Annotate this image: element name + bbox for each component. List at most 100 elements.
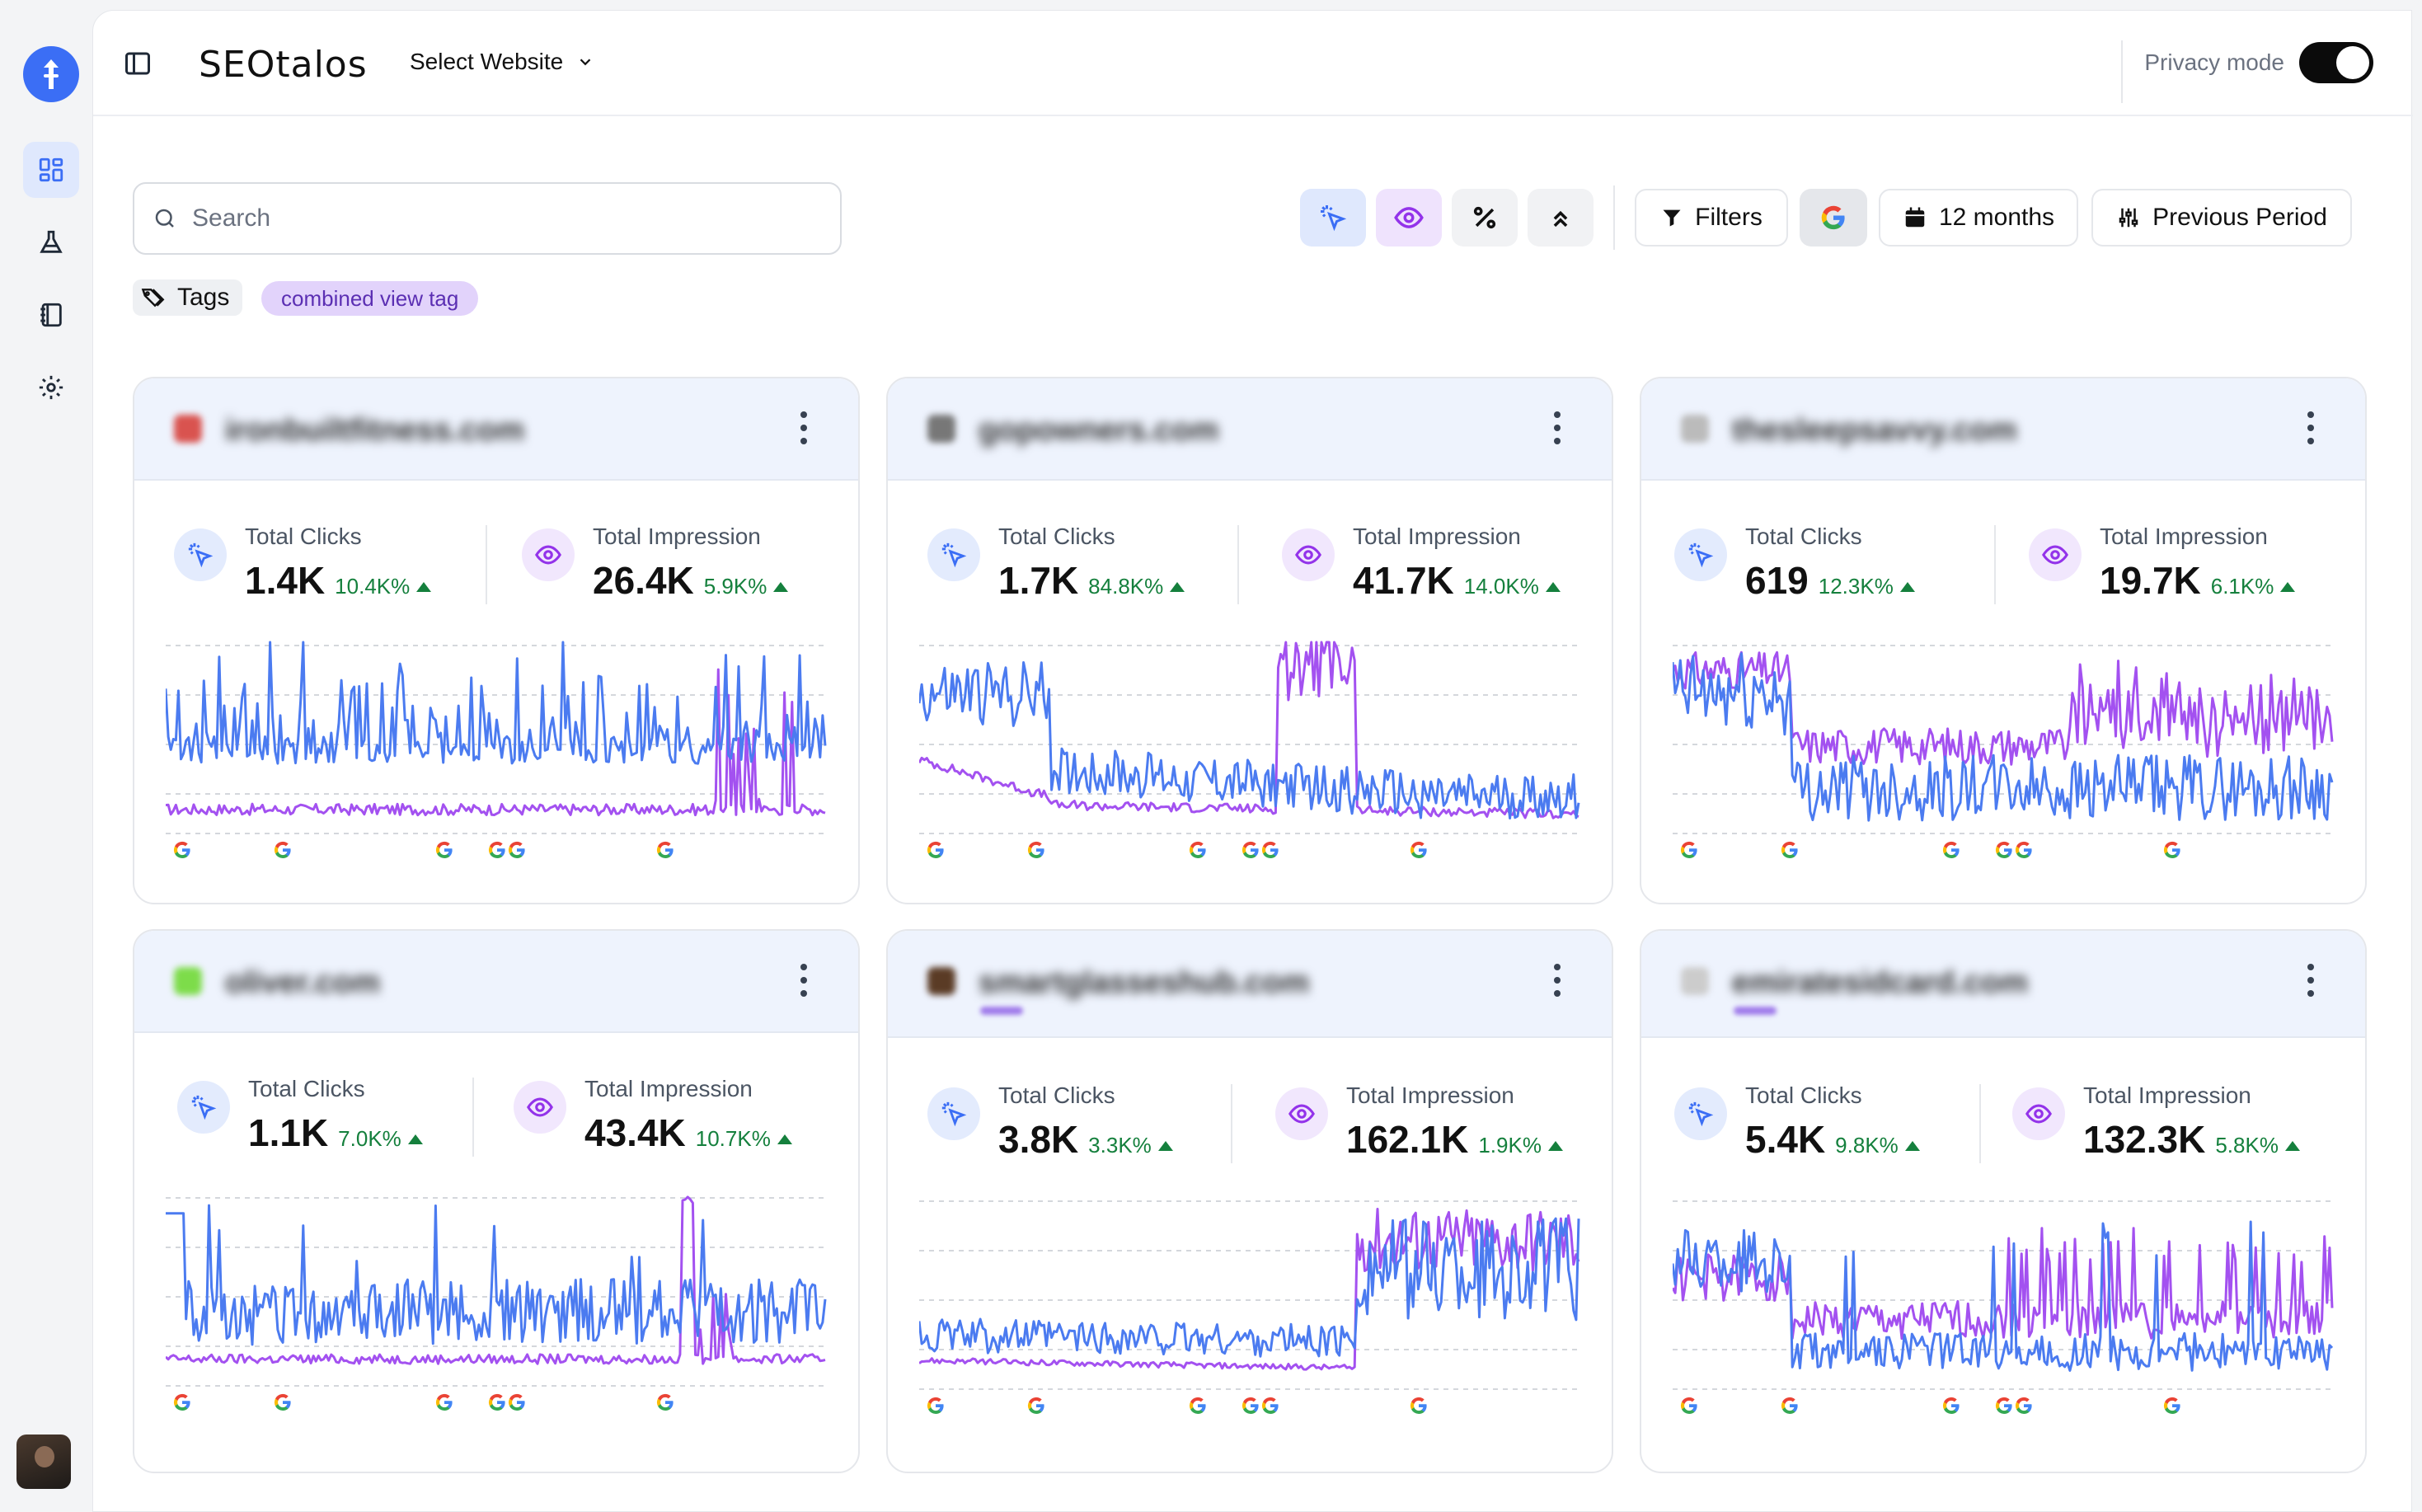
impressions-label: Total Impression [593,524,761,549]
chevrons-up-icon [1553,210,1568,228]
impressions-value: 43.4K [584,1111,686,1154]
google-update-marker-icon [1781,1397,1798,1414]
eye-icon [1295,545,1321,565]
clicks-series-line [1673,652,2334,822]
site-favicon [174,415,202,443]
card-menu-button[interactable] [800,411,809,444]
performance-chart[interactable] [919,1195,1582,1417]
impressions-label: Total Impression [1353,524,1521,549]
clicks-value: 619 [1745,559,1809,602]
google-update-marker-icon [656,1393,674,1411]
performance-chart[interactable] [1673,639,2335,862]
impressions-delta: 1.9K% [1478,1133,1563,1158]
google-update-marker-icon [1189,841,1206,858]
impressions-metric: Total Impression 132.3K 5.8K% [2012,1082,2300,1162]
google-update-marker-icon [274,841,291,858]
compare-period-button[interactable]: Previous Period [2091,189,2352,247]
search-input[interactable]: Search [192,204,271,232]
sidebar-item-dashboard[interactable] [23,142,79,198]
clicks-delta: 12.3K% [1819,574,1915,599]
clicks-delta-text: 3.3K% [1088,1133,1152,1157]
website-select[interactable]: Select Website [410,49,594,75]
trend-up-icon [1904,1140,1920,1151]
clicks-icon-badge [927,528,980,581]
search-box[interactable]: Search [133,182,842,255]
app-logo[interactable] [23,46,79,102]
card-menu-button[interactable] [2307,411,2316,444]
card-menu-button[interactable] [1554,411,1562,444]
clicks-metric-toggle[interactable] [1300,189,1366,247]
impressions-delta-text: 1.9K% [1478,1133,1542,1157]
google-update-marker-icon [1781,841,1798,858]
clicks-series-line [166,641,827,765]
card-menu-button[interactable] [800,964,809,997]
impressions-metric: Total Impression 26.4K 5.9K% [522,524,789,603]
site-card: thesleepsavvy.com Total Clicks 619 12.3K… [1640,377,2367,904]
impressions-delta-text: 6.1K% [2210,574,2274,599]
clicks-metric: Total Clicks 1.1K 7.0K% [177,1076,423,1155]
google-update-marker-icon [927,841,944,858]
tag-chip[interactable]: combined view tag [261,281,479,316]
trend-up-icon [1170,581,1185,592]
tags-button[interactable]: Tags [133,279,243,316]
sidebar-item-notebook[interactable] [23,287,79,343]
sidebar-toggle-button[interactable] [123,49,153,82]
cursor-click-icon [188,542,214,568]
impressions-series-line [919,641,1579,819]
metric-divider [1994,525,1996,604]
clicks-icon-badge [1674,1087,1727,1140]
clicks-label: Total Clicks [998,524,1115,549]
site-favicon [174,967,202,995]
search-icon [155,209,174,228]
google-source-button[interactable] [1800,189,1867,247]
site-favicon [927,415,955,443]
impressions-value: 162.1K [1346,1118,1469,1161]
site-domain-link[interactable]: oliver.com [225,965,380,1000]
performance-chart[interactable] [166,1191,828,1414]
ctr-metric-toggle[interactable] [1452,189,1518,247]
notebook-icon [40,303,62,327]
topbar-divider [2121,40,2123,103]
site-domain-link[interactable]: emiratesidcard.com [1732,965,2029,1000]
impressions-metric-toggle[interactable] [1376,189,1442,247]
privacy-mode: Privacy mode [2144,42,2373,83]
card-header: ironbuiltfitness.com [134,378,858,481]
clicks-icon-badge [174,528,227,581]
clicks-value: 1.1K [248,1111,329,1154]
privacy-mode-toggle[interactable] [2299,42,2373,83]
clicks-metric: Total Clicks 619 12.3K% [1674,524,1915,603]
metric-divider [1231,1084,1232,1163]
dashboard-icon [39,157,63,182]
card-menu-button[interactable] [1554,964,1562,997]
metric-divider [486,525,487,604]
impressions-icon-badge [1282,528,1335,581]
clicks-delta-text: 12.3K% [1818,574,1894,599]
clicks-delta-text: 9.8K% [1835,1133,1899,1157]
site-domain-link[interactable]: ironbuiltfitness.com [225,413,525,448]
site-tag-indicator [1734,1007,1777,1015]
performance-chart[interactable] [1673,1195,2335,1417]
performance-chart[interactable] [919,639,1582,862]
google-update-marker-icon [1410,841,1427,858]
site-card: ironbuiltfitness.com Total Clicks 1.4K 1… [133,377,860,904]
site-favicon [1681,415,1709,443]
sidebar-item-settings[interactable] [23,359,79,416]
impressions-icon-badge [1275,1087,1328,1140]
site-domain-link[interactable]: smartglasseshub.com [979,965,1310,1000]
impressions-delta: 5.8K% [2215,1133,2300,1158]
clicks-value: 1.7K [998,559,1079,602]
sidebar-item-labs[interactable] [23,214,79,270]
site-domain-link[interactable]: thesleepsavvy.com [1732,413,2017,448]
site-domain-link[interactable]: gopowners.com [979,413,1219,448]
clicks-delta: 9.8K% [1835,1133,1920,1158]
google-update-marker-icon [1242,1397,1259,1414]
card-menu-button[interactable] [2307,964,2316,997]
position-metric-toggle[interactable] [1528,189,1594,247]
site-favicon [1681,967,1709,995]
performance-chart[interactable] [166,639,828,862]
filters-button[interactable]: Filters [1635,189,1788,247]
google-update-marker-icon [488,1393,505,1411]
clicks-icon-badge [927,1087,980,1140]
date-range-button[interactable]: 12 months [1879,189,2078,247]
user-avatar[interactable] [16,1435,71,1489]
